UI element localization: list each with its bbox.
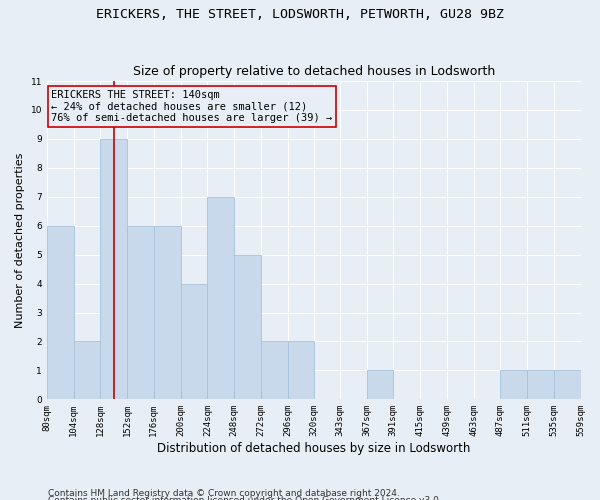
Bar [181, 284, 208, 400]
Bar [47, 226, 74, 400]
Bar [261, 342, 287, 400]
Bar [554, 370, 581, 400]
Bar [208, 197, 234, 400]
Bar [554, 370, 581, 400]
Text: ERICKERS, THE STREET, LODSWORTH, PETWORTH, GU28 9BZ: ERICKERS, THE STREET, LODSWORTH, PETWORT… [96, 8, 504, 20]
Bar [100, 139, 127, 400]
Bar [287, 342, 314, 400]
Y-axis label: Number of detached properties: Number of detached properties [15, 152, 25, 328]
Bar [127, 226, 154, 400]
Title: Size of property relative to detached houses in Lodsworth: Size of property relative to detached ho… [133, 66, 495, 78]
Text: Contains HM Land Registry data © Crown copyright and database right 2024.: Contains HM Land Registry data © Crown c… [48, 488, 400, 498]
Bar [234, 254, 261, 400]
Bar [287, 342, 314, 400]
Text: Contains public sector information licensed under the Open Government Licence v3: Contains public sector information licen… [48, 496, 442, 500]
Bar [181, 284, 208, 400]
Bar [527, 370, 554, 400]
Bar [74, 342, 100, 400]
Bar [500, 370, 527, 400]
Bar [234, 254, 261, 400]
Bar [208, 197, 234, 400]
Bar [500, 370, 527, 400]
Bar [154, 226, 181, 400]
Bar [154, 226, 181, 400]
Bar [261, 342, 287, 400]
X-axis label: Distribution of detached houses by size in Lodsworth: Distribution of detached houses by size … [157, 442, 470, 455]
Bar [367, 370, 394, 400]
Bar [127, 226, 154, 400]
Bar [367, 370, 394, 400]
Bar [527, 370, 554, 400]
Bar [47, 226, 74, 400]
Bar [100, 139, 127, 400]
Bar [74, 342, 100, 400]
Text: ERICKERS THE STREET: 140sqm
← 24% of detached houses are smaller (12)
76% of sem: ERICKERS THE STREET: 140sqm ← 24% of det… [52, 90, 332, 123]
